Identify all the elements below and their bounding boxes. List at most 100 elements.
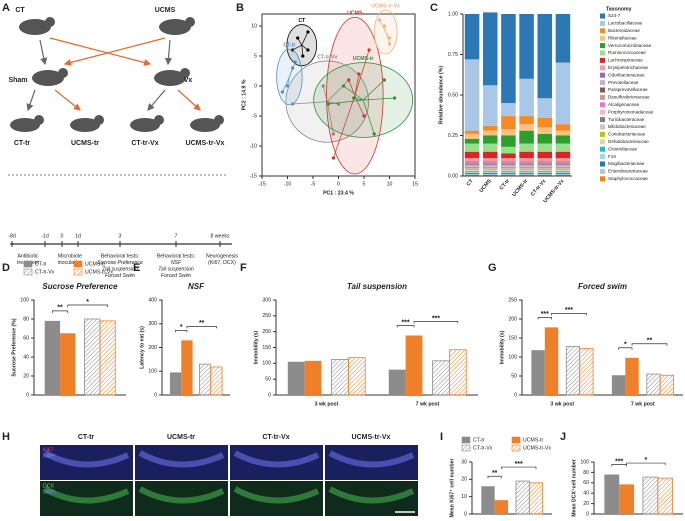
y-tick-label: 300 xyxy=(148,321,157,327)
bar-segment xyxy=(464,162,480,164)
x-tick-label: 10 xyxy=(387,181,393,187)
y-tick-label: -15 xyxy=(250,173,258,179)
y-tick-label: 250 xyxy=(508,297,517,303)
y-tick-label: 100 xyxy=(580,459,589,465)
significance-label: ** xyxy=(492,470,498,477)
y-axis-label: Mean DCX⁺cell number xyxy=(571,459,577,517)
significance-bracket xyxy=(551,313,587,316)
group-label: UCMS-tr-Vx xyxy=(371,3,400,9)
bar-segment xyxy=(519,168,534,170)
x-tick-label: 0 xyxy=(337,181,340,187)
bar xyxy=(646,373,661,396)
micrograph-column: UCMS-tr xyxy=(167,434,195,441)
timeline-event: Antibiotic xyxy=(17,253,38,259)
bar xyxy=(304,360,322,395)
panel-letter: C xyxy=(430,2,438,14)
legend-swatch xyxy=(600,124,605,130)
point xyxy=(342,84,346,88)
group-label: CT-tr xyxy=(283,43,295,49)
star-line xyxy=(301,31,309,46)
point xyxy=(306,48,310,52)
legend-label: Rikenellaceae xyxy=(608,35,637,40)
y-tick-label: 20 xyxy=(461,477,467,483)
legend-label: Porphyromonadaceae xyxy=(608,109,654,114)
x-tick-label: 7 wk post xyxy=(631,401,655,407)
legend-label: S24-7 xyxy=(608,13,621,18)
point xyxy=(362,114,366,118)
legend-label: Coriobacteriaceae xyxy=(608,132,646,137)
point xyxy=(352,96,356,100)
legend-label: F16 xyxy=(608,154,616,159)
bar xyxy=(657,477,674,515)
bar-segment xyxy=(482,167,498,169)
bar-segment xyxy=(537,164,553,166)
y-tick-label: 60 xyxy=(583,480,589,486)
group-label: UCMS xyxy=(347,11,363,17)
group-label: CT xyxy=(15,7,25,14)
significance-label: ** xyxy=(647,338,653,345)
bar-segment xyxy=(537,168,553,170)
significance-label: *** xyxy=(432,315,440,322)
legend-swatch xyxy=(600,102,605,108)
point xyxy=(331,156,335,160)
legend-swatch xyxy=(600,87,605,93)
bar xyxy=(210,366,223,396)
x-tick-label: 15 xyxy=(412,181,418,187)
star-line xyxy=(343,85,364,101)
bar-segment xyxy=(537,117,553,128)
bar-segment xyxy=(537,166,553,168)
chart-title: Forced swim xyxy=(578,282,627,291)
legend-swatch xyxy=(600,109,605,115)
bar-segment xyxy=(537,173,553,175)
legend-label: UCMS-tr xyxy=(85,261,105,267)
bar-segment xyxy=(519,164,534,166)
star-line xyxy=(354,95,365,117)
point xyxy=(326,102,330,106)
legend-swatch xyxy=(600,57,605,63)
legend-label: Ruminococcaceae xyxy=(608,50,646,55)
bar xyxy=(625,357,639,395)
bar xyxy=(99,320,116,396)
bar-segment xyxy=(482,172,498,174)
group-label: UCMS-tr xyxy=(353,56,374,62)
y-tick-label: 250 xyxy=(262,313,271,319)
significance-bracket xyxy=(52,310,69,313)
bar-segment xyxy=(482,151,498,159)
y-tick-label: 0 xyxy=(586,511,589,517)
bar-segment xyxy=(501,173,516,175)
bar-segment xyxy=(555,124,571,131)
timeline-tick: 7 xyxy=(175,233,178,239)
bar-segment xyxy=(537,143,553,152)
bar-segment xyxy=(555,14,571,63)
legend-title: Taxonomy xyxy=(606,6,632,12)
bar-segment xyxy=(555,171,571,173)
timeline-event: Microbiote xyxy=(58,253,82,259)
legend-swatch xyxy=(600,13,605,19)
bar-segment xyxy=(482,171,498,173)
significance-label: ** xyxy=(199,320,205,327)
bar-segment xyxy=(519,143,534,152)
legend-label: Dehalobacteriaceae xyxy=(608,139,649,144)
x-tick-label: UCMS-tr xyxy=(511,178,529,198)
bar-segment xyxy=(482,164,498,166)
bar-segment xyxy=(537,98,553,118)
bar-segment xyxy=(537,167,553,169)
significance-bracket xyxy=(487,475,502,479)
point xyxy=(291,102,295,106)
legend-swatch xyxy=(600,28,605,34)
significance-bracket xyxy=(626,462,666,466)
timeline-event: Neurogenesis xyxy=(206,253,238,259)
star-line xyxy=(327,79,349,102)
legend-label: Desulfovibrionaceae xyxy=(608,95,650,100)
bar xyxy=(528,482,544,515)
y-tick-label: 0 xyxy=(26,392,29,398)
legend-label: UCMS-tr-Vx xyxy=(85,269,113,275)
star-line xyxy=(289,61,296,78)
bar xyxy=(642,476,659,515)
bar xyxy=(347,357,366,396)
legend-label: UCMS-tr xyxy=(523,437,543,443)
y-tick-label: 5 xyxy=(254,53,257,59)
bar-segment xyxy=(519,163,534,165)
bar-segment xyxy=(501,172,516,174)
bar-segment xyxy=(519,167,534,169)
